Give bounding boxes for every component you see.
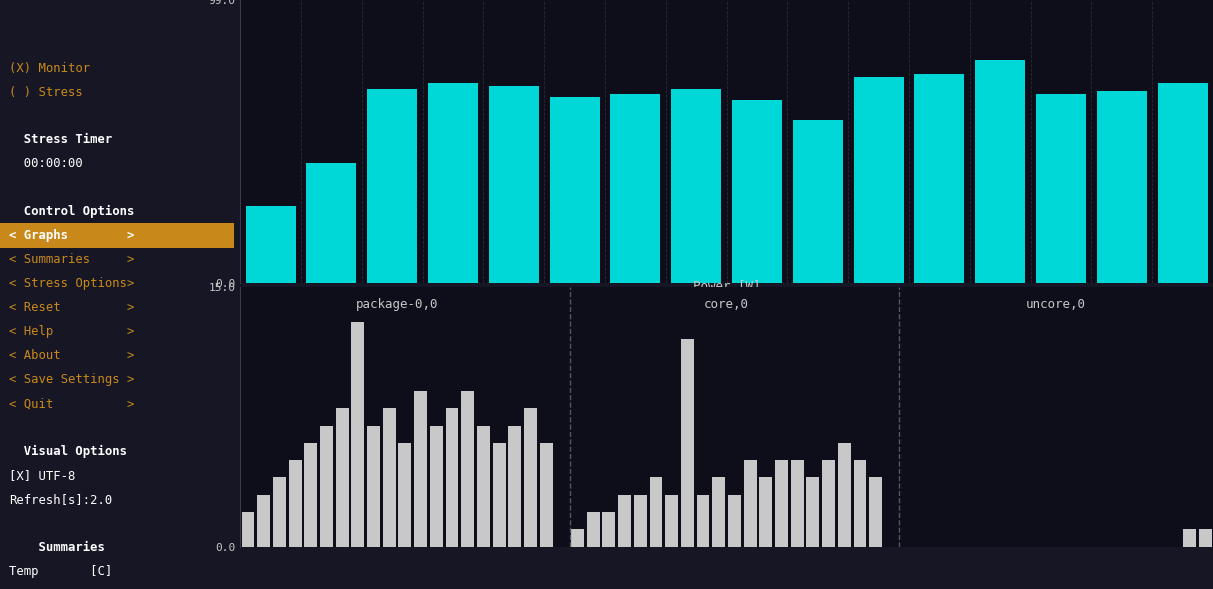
- Bar: [665, 495, 678, 547]
- Bar: [791, 460, 804, 547]
- Text: ( ) Stress: ( ) Stress: [10, 85, 84, 98]
- Bar: [728, 495, 741, 547]
- Text: (X) Monitor: (X) Monitor: [10, 62, 91, 75]
- Bar: [320, 426, 332, 547]
- Text: < Save Settings >: < Save Settings >: [10, 373, 135, 386]
- Text: Stress Timer: Stress Timer: [10, 134, 113, 147]
- Bar: [1157, 83, 1207, 283]
- Bar: [571, 530, 583, 547]
- Text: < Reset         >: < Reset >: [10, 302, 135, 315]
- Bar: [822, 460, 835, 547]
- Bar: [368, 88, 417, 283]
- Bar: [759, 478, 773, 547]
- Text: Summaries: Summaries: [10, 541, 106, 554]
- Text: +: +: [1154, 14, 1161, 28]
- Bar: [352, 322, 364, 547]
- Bar: [289, 460, 302, 547]
- Bar: [492, 443, 506, 547]
- Bar: [445, 408, 459, 547]
- Bar: [429, 426, 443, 547]
- Bar: [870, 478, 882, 547]
- Bar: [793, 120, 843, 283]
- Bar: [273, 478, 286, 547]
- Text: < Quit          >: < Quit >: [10, 397, 135, 410]
- Bar: [399, 443, 411, 547]
- Bar: [733, 100, 782, 283]
- Bar: [368, 426, 380, 547]
- Text: Visual Options: Visual Options: [10, 445, 127, 458]
- Bar: [696, 495, 710, 547]
- Text: ─: ─: [1127, 14, 1134, 28]
- Text: < Summaries     >: < Summaries >: [10, 253, 135, 266]
- Text: < Graphs        >: < Graphs >: [10, 229, 135, 243]
- Bar: [540, 443, 553, 547]
- Text: [X] UTF-8: [X] UTF-8: [10, 469, 75, 482]
- Bar: [807, 478, 819, 547]
- Bar: [587, 512, 599, 547]
- Text: Temp       [C]: Temp [C]: [10, 565, 113, 578]
- Bar: [246, 206, 296, 283]
- Bar: [671, 88, 721, 283]
- Bar: [336, 408, 348, 547]
- Bar: [524, 408, 537, 547]
- Bar: [383, 408, 395, 547]
- Text: Power [W]: Power [W]: [693, 279, 761, 292]
- Bar: [1198, 530, 1212, 547]
- Bar: [744, 460, 757, 547]
- Bar: [975, 60, 1025, 283]
- Bar: [414, 391, 427, 547]
- Text: package-0,0: package-0,0: [355, 298, 438, 311]
- Bar: [461, 391, 474, 547]
- Bar: [477, 426, 490, 547]
- Bar: [489, 85, 539, 283]
- Bar: [241, 512, 255, 547]
- Bar: [1036, 94, 1086, 283]
- Bar: [603, 512, 615, 547]
- Bar: [610, 94, 660, 283]
- Bar: [634, 495, 647, 547]
- Bar: [307, 163, 357, 283]
- Text: Control Options: Control Options: [10, 206, 135, 219]
- Bar: [257, 495, 270, 547]
- Bar: [838, 443, 850, 547]
- Text: Refresh[s]:2.0: Refresh[s]:2.0: [10, 493, 113, 506]
- Text: < Help          >: < Help >: [10, 325, 135, 338]
- Bar: [680, 339, 694, 547]
- Bar: [1183, 530, 1196, 547]
- Bar: [915, 74, 964, 283]
- Bar: [649, 478, 662, 547]
- Text: ✕: ✕: [1180, 14, 1188, 28]
- Text: core,0: core,0: [704, 298, 750, 311]
- Bar: [854, 460, 866, 547]
- Bar: [619, 495, 631, 547]
- Bar: [549, 97, 599, 283]
- Bar: [0, 223, 234, 249]
- Bar: [304, 443, 318, 547]
- Text: 00:00:00: 00:00:00: [10, 157, 84, 170]
- Text: sagar@itsFOSS: ~: sagar@itsFOSS: ~: [536, 14, 677, 29]
- Bar: [775, 460, 788, 547]
- Bar: [854, 77, 904, 283]
- Bar: [1097, 91, 1146, 283]
- Text: < About         >: < About >: [10, 349, 135, 362]
- Bar: [712, 478, 725, 547]
- Text: uncore,0: uncore,0: [1026, 298, 1086, 311]
- Bar: [508, 426, 522, 547]
- Text: < Stress Options>: < Stress Options>: [10, 277, 135, 290]
- Bar: [428, 83, 478, 283]
